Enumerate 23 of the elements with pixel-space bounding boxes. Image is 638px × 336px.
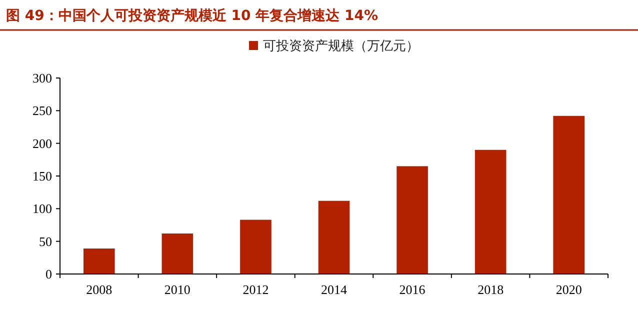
x-tick-label: 2008: [86, 282, 112, 297]
x-tick-label: 2014: [321, 282, 348, 297]
chart-title: 图 49：中国个人可投资资产规模近 10 年复合增速达 14%: [6, 7, 378, 24]
bar: [318, 200, 350, 274]
y-tick-label: 200: [32, 136, 52, 151]
bar: [396, 166, 428, 274]
y-tick-label: 100: [32, 201, 52, 216]
x-tick-label: 2016: [399, 282, 426, 297]
bar: [240, 220, 272, 274]
x-tick-label: 2012: [242, 282, 269, 297]
y-tick-label: 300: [32, 70, 52, 86]
legend-label: 可投资资产规模（万亿元）: [263, 39, 419, 54]
x-tick-label: 2010: [164, 282, 190, 297]
x-tick-label: 2018: [478, 282, 504, 297]
y-tick-label: 50: [39, 234, 52, 249]
x-tick-label: 2020: [556, 282, 582, 297]
bar: [474, 150, 506, 274]
bar: [83, 248, 115, 274]
y-tick-label: 150: [32, 168, 52, 184]
bar: [162, 233, 194, 274]
y-tick-label: 250: [32, 103, 52, 118]
bar: [553, 116, 585, 274]
y-tick-label: 0: [46, 266, 52, 282]
